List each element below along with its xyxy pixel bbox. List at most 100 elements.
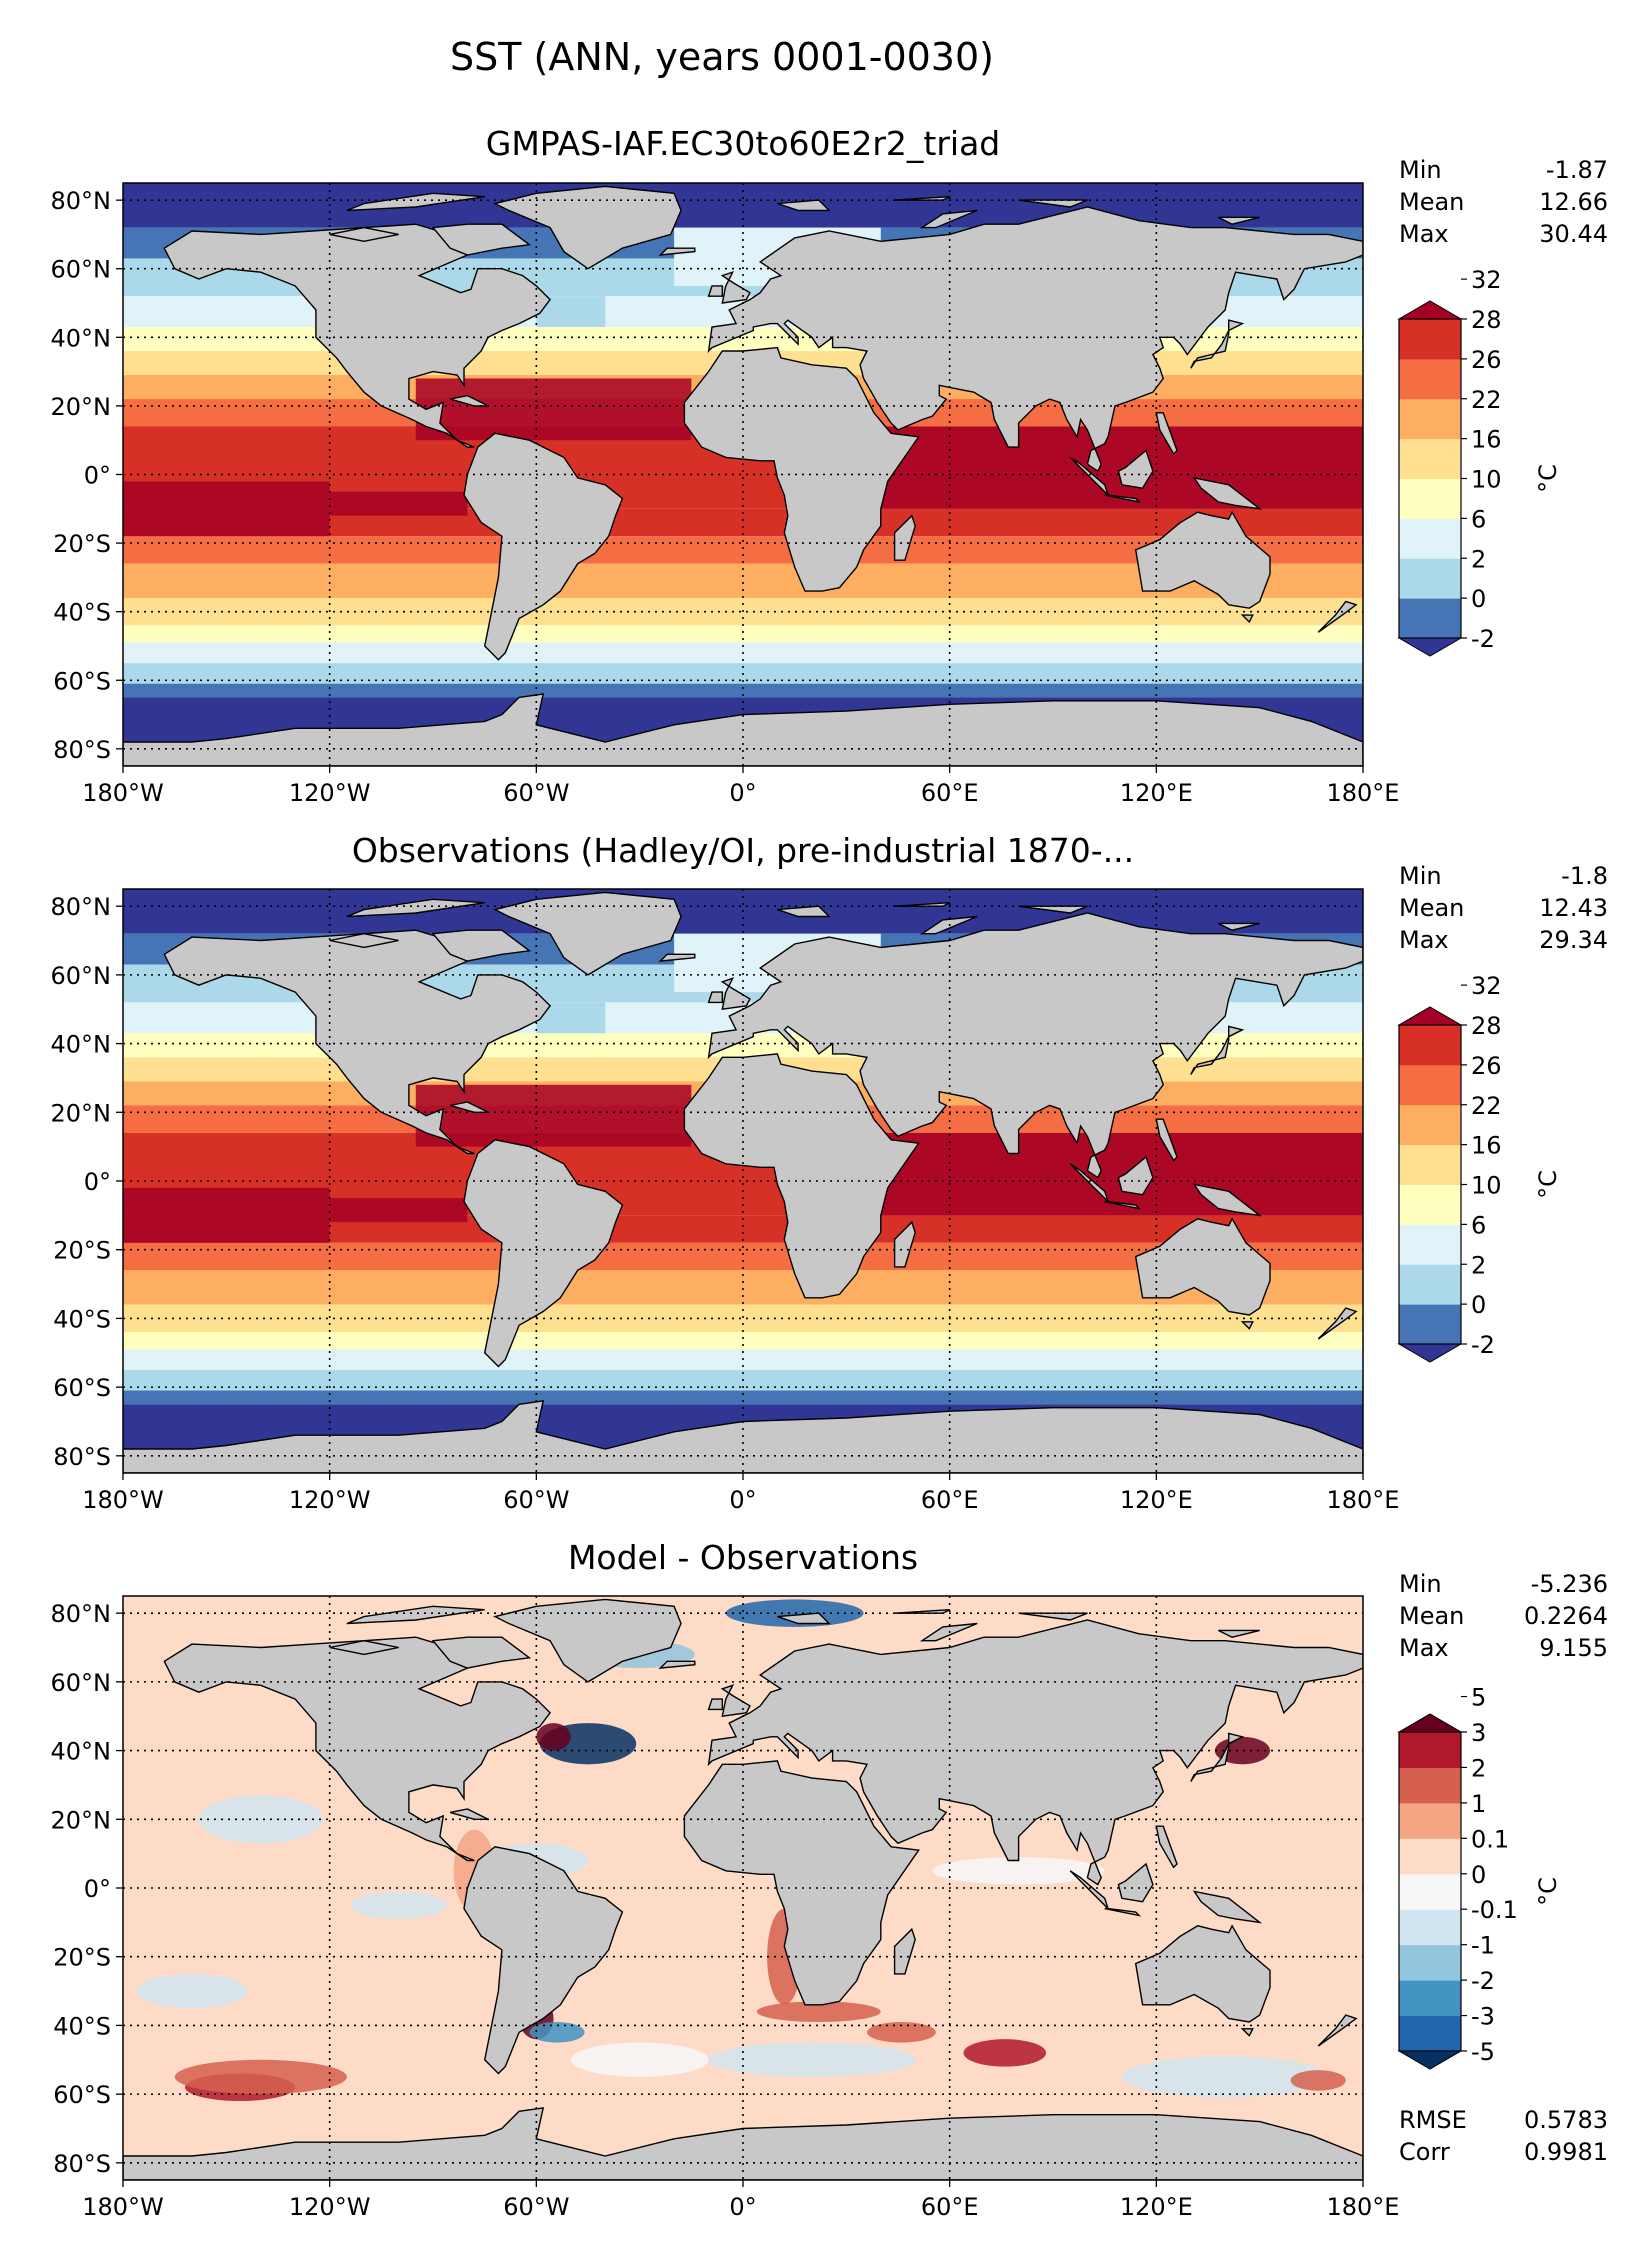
stat-value: -1.87 [1546, 156, 1608, 184]
land-mass [329, 226, 399, 243]
stat-value: 29.34 [1539, 926, 1608, 954]
land-mass [1240, 1321, 1254, 1330]
x-tick-label: 60°E [921, 1486, 979, 1514]
colorbar-segment [1399, 358, 1461, 400]
warm-pool [329, 491, 468, 516]
land-mass [1018, 1612, 1088, 1621]
stat-value: -1.8 [1561, 862, 1608, 890]
warm-pool [329, 1198, 468, 1223]
x-tick-label: 60°E [921, 2193, 979, 2221]
y-tick-label: 20°S [53, 1237, 111, 1265]
land-mass [658, 1660, 696, 1669]
colorbar-tick-label: 32 [1471, 972, 1502, 1000]
y-tick-label: 0° [84, 1168, 111, 1196]
y-tick-label: 80°N [51, 893, 112, 921]
sst-band [123, 625, 1363, 643]
land-mass [1217, 216, 1260, 225]
colorbar-segment [1399, 1304, 1461, 1345]
colorbar-tick-label: 32 [1471, 266, 1502, 294]
land-mass [1104, 494, 1142, 504]
y-tick-label: 20°N [51, 1099, 112, 1127]
y-tick-label: 20°S [53, 1944, 111, 1972]
y-tick-label: 60°S [53, 2081, 111, 2109]
bias-anomaly [1121, 2056, 1329, 2098]
land-mass [893, 514, 916, 561]
y-tick-label: 60°N [51, 256, 112, 284]
land-mass [1117, 1155, 1154, 1196]
x-tick-label: 60°E [921, 779, 979, 807]
colorbar-tick-label: 0.1 [1471, 1825, 1509, 1853]
colorbar-segment [1399, 438, 1461, 479]
colorbar-segment [1399, 1838, 1461, 1875]
bias-anomaly [570, 2042, 709, 2077]
warm-pool [123, 1187, 330, 1243]
colorbar-tick-label: 22 [1471, 1092, 1502, 1120]
colorbar-segment [1399, 1732, 1461, 1768]
map-panel-3: Model - Observations 180°W 120°W 60°W 0° 60°E… [51, 1538, 1609, 2221]
land-mass [707, 912, 1363, 1179]
land-mass [707, 1698, 723, 1711]
y-tick-label: 80°S [53, 1443, 111, 1471]
stat-value: 0.5783 [1524, 2106, 1608, 2134]
y-tick-label: 20°N [51, 1806, 112, 1834]
stat-label: Min [1399, 1570, 1442, 1598]
land-mass [492, 185, 682, 270]
colorbar-segment [1399, 1224, 1461, 1265]
stat-label: Max [1399, 926, 1449, 954]
x-tick-label: 120°E [1120, 2193, 1193, 2221]
land-mass [1134, 1924, 1271, 2023]
stat-value: 9.155 [1539, 1634, 1608, 1662]
land-mass [1317, 600, 1358, 633]
land-mass [431, 929, 532, 962]
colorbar-tick-label: 26 [1471, 346, 1502, 374]
land-mass [707, 1619, 1363, 1886]
colorbar-tick-label: 16 [1471, 1132, 1502, 1160]
colorbar-tick-label: 6 [1471, 1211, 1486, 1239]
land-mass [1192, 1890, 1263, 1924]
colorbar-label: °C [1534, 464, 1562, 493]
colorbar-tick-label: -2 [1471, 625, 1495, 653]
land-mass [658, 953, 696, 962]
bias-anomaly [725, 1599, 864, 1627]
colorbar-segment [1399, 1144, 1461, 1185]
land-mass [329, 1639, 399, 1656]
x-tick-label: 0° [729, 779, 756, 807]
bias-anomaly [198, 1795, 323, 1844]
colorbar-segment [1399, 1184, 1461, 1225]
warm-pool [415, 1084, 692, 1147]
colorbar-segment [1399, 598, 1461, 639]
colorbar-tick-label: 0 [1471, 1291, 1486, 1319]
stat-label: Max [1399, 1634, 1449, 1662]
sst-band [123, 1332, 1363, 1350]
colorbar-tick-label: 16 [1471, 426, 1502, 454]
bias-anomaly [350, 1891, 447, 1919]
colorbar-tick-label: 5 [1471, 1684, 1486, 1712]
land-mass [1190, 1025, 1245, 1075]
colorbar-tick-label: 3 [1471, 1719, 1486, 1747]
land-mass [1240, 2028, 1254, 2037]
colorbar-tick-label: -0.1 [1471, 1896, 1518, 1924]
colorbar-extend-min [1397, 1343, 1463, 1363]
y-tick-label: 80°S [53, 2150, 111, 2178]
colorbar-frame [1398, 1731, 1462, 2052]
y-tick-label: 20°S [53, 530, 111, 558]
colorbar-tick-label: 22 [1471, 386, 1502, 414]
land-mass [1018, 199, 1088, 208]
y-tick-label: 40°N [51, 1738, 112, 1766]
stat-label: Mean [1399, 1602, 1464, 1630]
land-mass [492, 1598, 682, 1683]
stat-value: -5.236 [1531, 1570, 1608, 1598]
warm-pool [880, 426, 1363, 509]
colorbar-segment [1399, 1064, 1461, 1106]
colorbar-tick-label: 26 [1471, 1052, 1502, 1080]
y-tick-label: 60°N [51, 1669, 112, 1697]
land-mass [658, 247, 696, 256]
land-mass [163, 1636, 552, 1862]
x-tick-label: 180°W [82, 779, 164, 807]
land-mass [777, 905, 831, 918]
x-tick-label: 180°W [82, 2193, 164, 2221]
sst-band [123, 1304, 1363, 1333]
colorbar-extend-max [1397, 1006, 1463, 1026]
land-mass [346, 1605, 485, 1625]
